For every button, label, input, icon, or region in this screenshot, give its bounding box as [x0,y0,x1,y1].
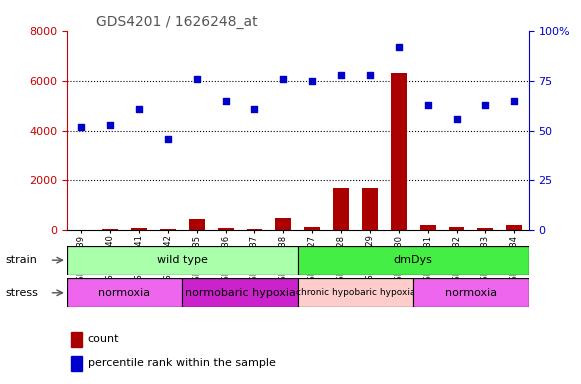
Point [279,76,288,82]
Bar [182,278,297,307]
Text: percentile rank within the sample: percentile rank within the sample [88,358,275,368]
Bar [67,278,182,307]
Bar [478,228,493,230]
Text: chronic hypobaric hypoxia: chronic hypobaric hypoxia [296,288,415,297]
Bar [67,246,298,275]
Point [163,136,173,142]
Text: count: count [88,334,119,344]
Point [452,116,461,122]
Point [394,44,403,50]
Point [250,106,259,112]
Text: dmDys: dmDys [394,255,433,265]
Text: normoxia: normoxia [99,288,150,298]
Point [192,76,202,82]
Bar [102,229,118,230]
Bar [419,225,436,230]
Bar [160,229,176,230]
Text: wild type: wild type [157,255,208,265]
Bar [298,246,529,275]
Point [336,71,346,78]
Bar [391,73,407,230]
Bar [362,189,378,230]
Point [365,71,375,78]
Bar [333,188,349,230]
Point [480,101,490,108]
Bar [413,278,529,307]
Bar [304,227,320,230]
Point [307,78,317,84]
Bar [275,218,291,230]
Bar [71,356,81,371]
Text: normoxia: normoxia [445,288,497,298]
Bar [71,332,81,347]
Bar [246,229,263,230]
Point [221,98,230,104]
Point [106,121,115,127]
Point [77,124,86,130]
Bar [298,278,413,307]
Bar [506,225,522,230]
Bar [449,227,464,230]
Bar [131,228,147,230]
Point [510,98,519,104]
Bar [189,219,205,230]
Point [134,106,144,112]
Text: normobaric hypoxia: normobaric hypoxia [185,288,296,298]
Point [423,101,432,108]
Text: stress: stress [6,288,39,298]
Text: strain: strain [6,255,38,265]
Bar [218,228,234,230]
Text: GDS4201 / 1626248_at: GDS4201 / 1626248_at [96,15,257,29]
